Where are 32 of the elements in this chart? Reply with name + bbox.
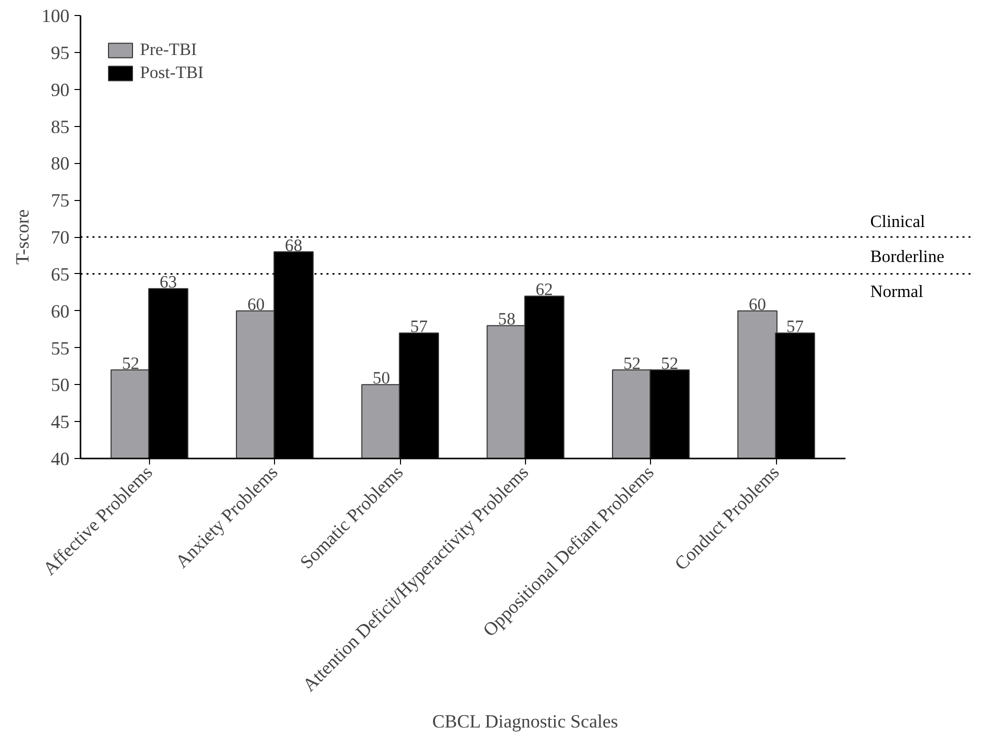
data-label: 50 <box>372 368 390 388</box>
text: Normal <box>870 282 924 301</box>
y-tick-label: 50 <box>50 375 70 396</box>
y-tick-label: 70 <box>50 228 70 248</box>
data-label: 62 <box>536 280 553 300</box>
y-tick-label: 60 <box>50 301 70 322</box>
legend-label: Pre-TBI <box>140 40 197 60</box>
legend-label: Post-TBI <box>140 63 204 83</box>
y-tick-label: 80 <box>50 154 70 175</box>
data-label: 60 <box>247 294 265 314</box>
data-label: 58 <box>498 310 516 329</box>
y-tick-label: 45 <box>50 412 70 434</box>
x-axis-title: CBCL Diagnostic Scales <box>432 711 618 732</box>
text: Clinical <box>870 212 926 231</box>
data-label: 63 <box>160 272 177 292</box>
text: Borderline <box>870 246 945 266</box>
data-label: 52 <box>122 354 140 373</box>
y-tick-label: 65 <box>50 264 70 286</box>
data-label: 57 <box>786 316 804 336</box>
data-label: 52 <box>660 354 678 373</box>
y-tick-label: 40 <box>50 449 70 470</box>
y-tick-label: 95 <box>50 42 70 64</box>
data-label: 68 <box>284 236 302 255</box>
y-tick-label: 90 <box>50 80 70 101</box>
y-tick-label: 100 <box>42 6 70 27</box>
data-label: 52 <box>623 354 641 373</box>
data-label: 57 <box>410 316 428 336</box>
data-label: 60 <box>748 294 766 314</box>
y-tick-label: 75 <box>50 190 70 212</box>
y-tick-label: 85 <box>50 116 70 138</box>
y-tick-label: 55 <box>50 338 70 360</box>
y-axis-title: T-score <box>12 209 34 265</box>
